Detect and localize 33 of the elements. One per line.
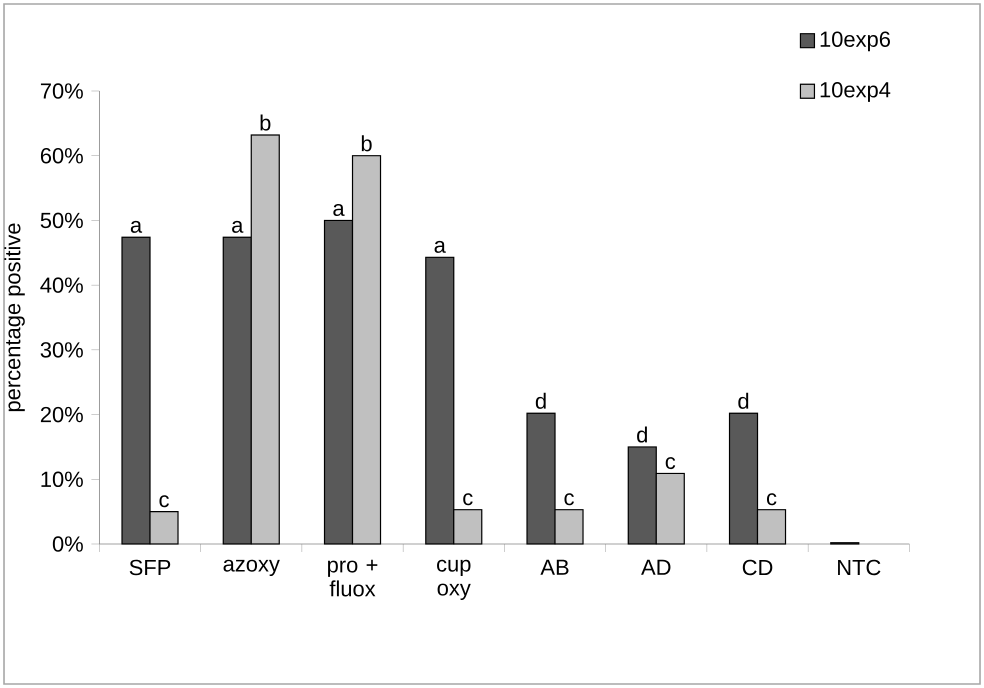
annotation: c <box>159 495 169 508</box>
annotation: d <box>637 426 647 443</box>
x-tick-label: pro + fluox <box>328 560 378 596</box>
annotation: c <box>766 493 776 506</box>
annotation: c <box>463 493 473 506</box>
y-tick-label: 30% <box>40 342 83 358</box>
annotation: a <box>232 220 244 233</box>
x-tick-label: AD <box>641 560 670 575</box>
x-tick-label: CD <box>742 560 772 576</box>
annotation: b <box>260 114 270 131</box>
y-tick-label: 0% <box>52 536 83 552</box>
annotation: a <box>434 240 446 253</box>
y-tick-label: 70% <box>40 83 83 99</box>
legend-label: 10exp6 <box>820 31 890 52</box>
annotation: d <box>738 392 748 409</box>
x-tick-label: azoxy <box>224 560 280 576</box>
y-tick-label: 10% <box>41 472 83 488</box>
x-tick-label: cup oxy <box>437 560 471 600</box>
x-tick-label: SFP <box>130 560 170 576</box>
y-axis-title: percentage positive <box>4 223 25 412</box>
annotation: c <box>564 493 574 506</box>
annotation: c <box>666 457 676 470</box>
y-tick-label: 60% <box>40 148 83 164</box>
annotation: d <box>536 392 546 409</box>
y-tick-label: 20% <box>40 406 83 422</box>
legend-label: 10exp4 <box>820 82 890 102</box>
x-tick-label: NTC <box>838 560 880 576</box>
y-tick-label: 50% <box>40 212 83 228</box>
y-tick-label: 40% <box>40 277 83 293</box>
annotation: a <box>333 204 345 216</box>
annotation: a <box>130 220 142 233</box>
x-tick-label: AB <box>540 560 568 575</box>
annotation: b <box>362 135 372 152</box>
